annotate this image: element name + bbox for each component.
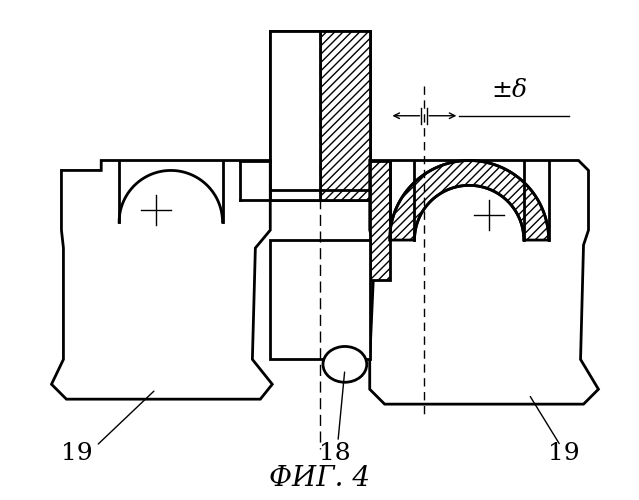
Polygon shape xyxy=(370,160,390,280)
Text: 19: 19 xyxy=(548,442,580,466)
Polygon shape xyxy=(52,160,272,399)
Polygon shape xyxy=(270,31,320,200)
Ellipse shape xyxy=(323,346,367,382)
Text: 18: 18 xyxy=(319,442,351,466)
Text: ФИГ. 4: ФИГ. 4 xyxy=(270,465,371,492)
Text: 19: 19 xyxy=(61,442,92,466)
Polygon shape xyxy=(390,160,549,240)
Polygon shape xyxy=(370,160,599,404)
Text: ±δ: ±δ xyxy=(491,80,527,102)
Polygon shape xyxy=(320,31,370,200)
Polygon shape xyxy=(270,240,370,360)
